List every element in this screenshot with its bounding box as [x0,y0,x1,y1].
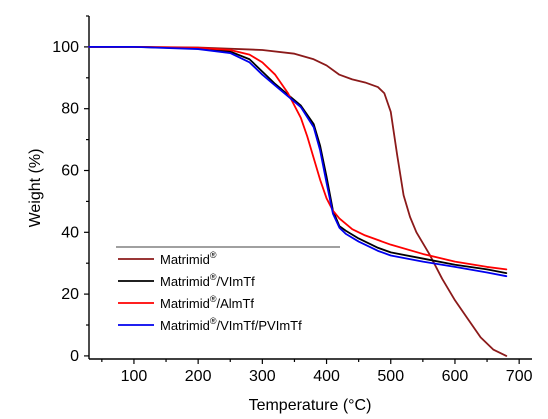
y-tick-label: 100 [52,39,79,56]
x-tick-label: 700 [506,368,533,385]
axes [88,16,532,360]
legend-label: Matrimid® [160,250,217,267]
legend-label: Matrimid®/VImTf [160,272,255,289]
y-tick-label: 80 [61,101,79,118]
x-axis-title: Temperature (°C) [249,397,372,414]
x-tick-label: 200 [185,368,212,385]
series-line [88,46,508,278]
y-tick-label: 60 [61,163,79,180]
legend-label: Matrimid®/VImTf/PVImTf [160,316,302,333]
series-line [88,46,508,357]
series-line [88,46,508,271]
y-axis-title: Weight (%) [27,149,44,228]
x-tick-label: 300 [249,368,276,385]
y-tick-label: 20 [61,286,79,303]
data-series [88,46,508,357]
x-tick-label: 600 [442,368,469,385]
y-tick-label: 40 [61,224,79,241]
y-tick-label: 0 [70,348,79,365]
legend: Matrimid® Matrimid®/VImTf Matrimid®/AlmTf M… [116,246,340,333]
x-tick-label: 100 [121,368,148,385]
legend-label: Matrimid®/AlmTf [160,294,254,311]
x-tick-label: 500 [377,368,404,385]
series-line [88,46,508,274]
x-tick-label: 400 [313,368,340,385]
ticks: 100 200 300 400 500 600 700 0 20 40 60 80 100 [52,15,533,385]
